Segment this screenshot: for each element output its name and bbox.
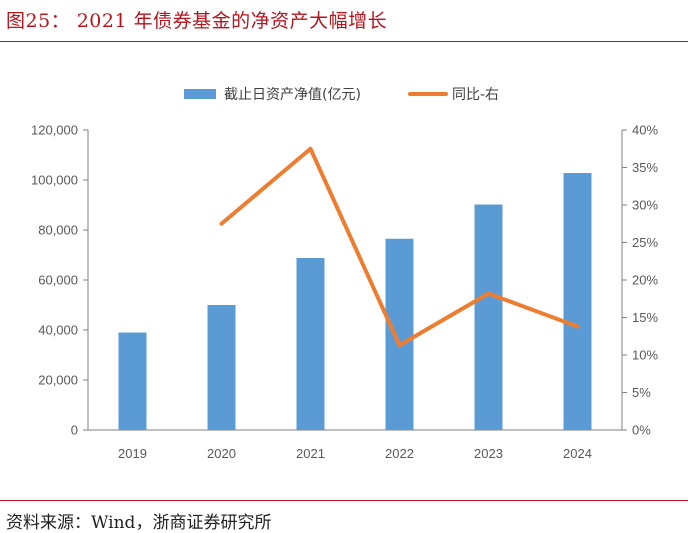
x-axis-ticks: 2019 2020 2021 2022 2023 2024 — [118, 446, 592, 461]
y-right-tick-label: 40% — [632, 123, 658, 138]
y-left-tick-label: 100,000 — [31, 173, 78, 188]
legend-bar-label: 截止日资产净值(亿元) — [224, 87, 361, 103]
y-right-tick-label: 25% — [632, 235, 658, 250]
source-note: 资料来源：Wind，浙商证券研究所 — [6, 513, 272, 533]
bar-2019 — [118, 332, 147, 430]
x-tick-label: 2020 — [207, 446, 236, 461]
x-tick-label: 2021 — [296, 446, 325, 461]
bar-2024 — [563, 173, 592, 430]
x-tick-label: 2023 — [474, 446, 503, 461]
y-right-tick-label: 15% — [632, 310, 658, 325]
x-tick-label: 2019 — [118, 446, 147, 461]
source-divider — [0, 500, 688, 501]
bar-2021 — [296, 258, 325, 430]
y-left-tick-label: 40,000 — [38, 323, 78, 338]
y-left-tick-label: 120,000 — [31, 123, 78, 138]
line-series — [219, 146, 580, 348]
legend: 截止日资产净值(亿元) 同比-右 — [184, 87, 499, 103]
y-left-tick-label: 60,000 — [38, 273, 78, 288]
figure-title: 图25： 2021 年债券基金的净资产大幅增长 — [6, 10, 388, 32]
x-tick-label: 2024 — [563, 446, 592, 461]
title-divider — [0, 41, 688, 42]
bar-series — [118, 173, 592, 430]
y-left-tick-label: 80,000 — [38, 223, 78, 238]
legend-bar-swatch — [184, 89, 216, 99]
y-left-tick-label: 20,000 — [38, 373, 78, 388]
y-right-tick-label: 30% — [632, 198, 658, 213]
y-right-tick-label: 0% — [632, 423, 651, 438]
bar-2020 — [207, 305, 236, 430]
yoy-growth-line — [219, 146, 580, 348]
axes: 0 20,000 40,000 60,000 80,000 100,000 120,000 0… — [31, 123, 658, 438]
y-right-tick-label: 35% — [632, 160, 658, 175]
chart-area: 截止日资产净值(亿元) 同比-右 0 20,000 40,000 60,000 80,00… — [31, 87, 658, 461]
legend-line-label: 同比-右 — [452, 87, 499, 103]
y-left-tick-label: 0 — [71, 423, 78, 438]
y-right-tick-label: 5% — [632, 385, 651, 400]
x-tick-label: 2022 — [385, 446, 414, 461]
bar-2023 — [474, 204, 503, 430]
y-right-tick-label: 20% — [632, 273, 658, 288]
y-right-tick-label: 10% — [632, 348, 658, 363]
bar-2022 — [385, 238, 414, 430]
